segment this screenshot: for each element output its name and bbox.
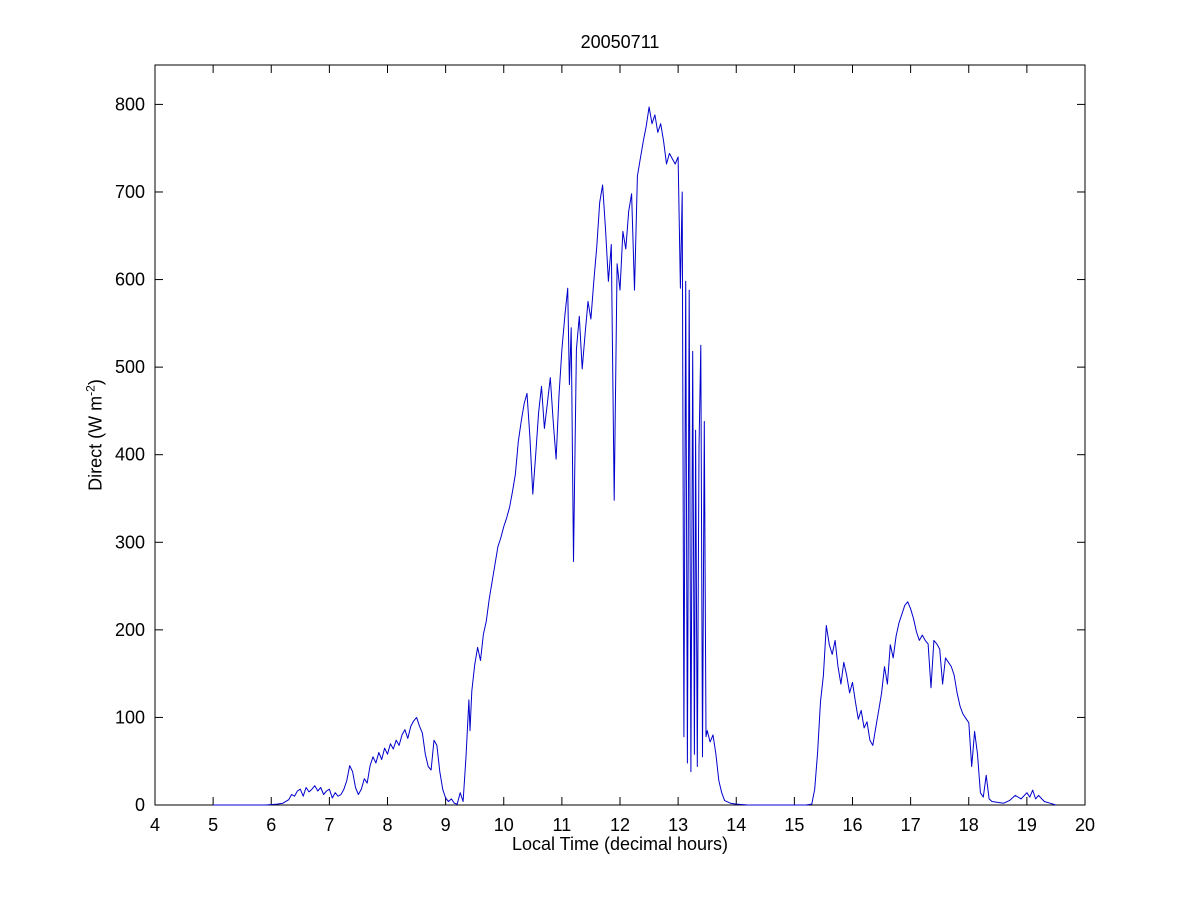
x-tick-label: 6	[266, 815, 276, 835]
chart-title: 20050711	[580, 32, 660, 52]
x-tick-label: 4	[150, 815, 160, 835]
y-tick-label: 500	[115, 357, 145, 377]
x-tick-label: 9	[441, 815, 451, 835]
y-tick-label: 600	[115, 270, 145, 290]
y-tick-label: 100	[115, 707, 145, 727]
x-tick-label: 20	[1075, 815, 1095, 835]
x-tick-label: 7	[324, 815, 334, 835]
y-axis-label-prefix: Direct (W m	[85, 395, 106, 491]
y-axis-label: Direct (W m-2)	[84, 379, 107, 491]
x-tick-label: 12	[610, 815, 630, 835]
y-tick-label: 800	[115, 94, 145, 114]
x-axis-label: Local Time (decimal hours)	[511, 834, 729, 854]
x-tick-label: 18	[959, 815, 979, 835]
x-tick-label: 8	[382, 815, 392, 835]
x-tick-label: 14	[726, 815, 746, 835]
y-tick-label: 400	[115, 445, 145, 465]
y-tick-label: 700	[115, 182, 145, 202]
x-tick-label: 16	[842, 815, 862, 835]
x-tick-label: 11	[553, 815, 572, 835]
axes-box	[154, 64, 1086, 806]
x-tick-label: 13	[668, 815, 688, 835]
x-tick-label: 19	[1017, 815, 1037, 835]
data-line	[213, 106, 1057, 806]
y-axis-label-suffix: )	[85, 379, 106, 386]
x-tick-label: 17	[901, 815, 921, 835]
y-tick-label: 200	[115, 620, 145, 640]
x-tick-label: 5	[208, 815, 218, 835]
y-tick-label: 300	[115, 532, 145, 552]
y-axis-label-superscript: -2	[83, 385, 98, 396]
y-tick-label: 0	[135, 795, 145, 815]
x-tick-label: 15	[784, 815, 804, 835]
x-tick-label: 10	[494, 815, 514, 835]
